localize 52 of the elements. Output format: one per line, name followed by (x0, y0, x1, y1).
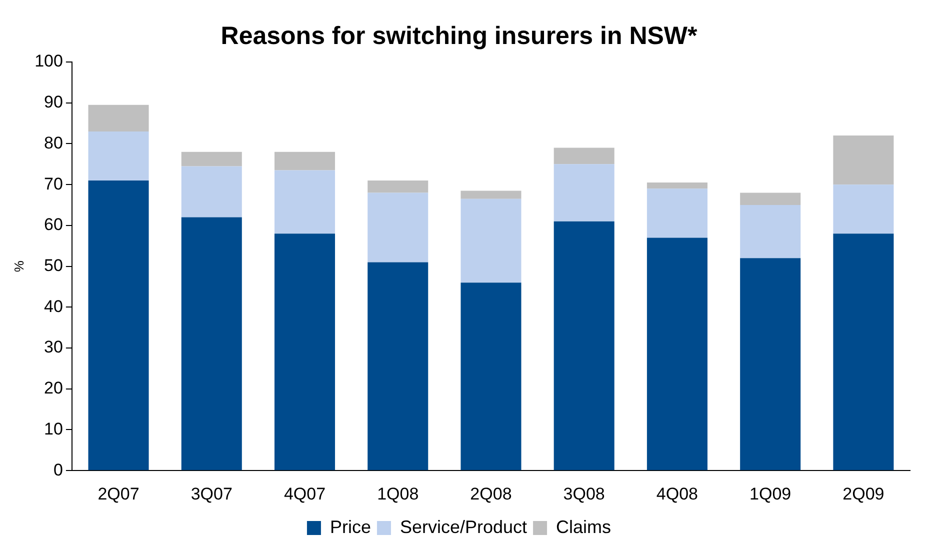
x-tick-label: 4Q07 (284, 484, 326, 504)
bar (88, 104, 149, 132)
chart-title: Reasons for switching insurers in NSW* (220, 22, 698, 50)
y-tick-label: 20 (44, 378, 63, 398)
bar (274, 170, 336, 234)
x-tick-label: 1Q08 (377, 484, 419, 504)
x-tick-label: 3Q08 (563, 484, 605, 504)
bar (274, 152, 336, 170)
bar (460, 190, 522, 199)
bar (181, 217, 242, 470)
bar (740, 192, 801, 206)
bar (88, 131, 149, 180)
bar (646, 188, 708, 238)
bar (740, 205, 801, 258)
x-tick-label: 2Q07 (98, 484, 140, 504)
y-tick-label: 90 (44, 92, 63, 112)
y-tick-label: 40 (44, 296, 63, 316)
bar (554, 221, 614, 470)
legend-label: Service/Product (400, 516, 528, 537)
bar (740, 258, 801, 470)
y-tick-label: 80 (44, 133, 63, 152)
bar (181, 166, 242, 218)
bar (368, 180, 428, 193)
bar (833, 184, 894, 234)
y-tick-label: 10 (44, 419, 63, 438)
x-tick-label: 2Q08 (470, 484, 512, 504)
y-tick-label: 50 (44, 256, 63, 275)
bar (554, 148, 614, 164)
x-tick-label: 1Q09 (750, 484, 792, 504)
bar (833, 136, 894, 185)
bar (274, 234, 336, 470)
bar (88, 180, 149, 470)
y-axis-title: % (11, 260, 26, 272)
y-tick-label: 70 (44, 174, 63, 194)
y-tick-label: 60 (44, 215, 63, 234)
bar (554, 164, 614, 222)
bar (646, 182, 708, 189)
bar (460, 282, 522, 470)
bar (646, 238, 708, 470)
x-tick-label: 2Q09 (842, 484, 884, 504)
bar (833, 234, 894, 470)
legend-label: Claims (556, 516, 612, 537)
y-tick-label: 30 (44, 338, 63, 357)
x-tick-label: 4Q08 (656, 484, 698, 504)
legend-label: Price (330, 516, 371, 537)
y-tick-label: 0 (53, 460, 63, 480)
bar (368, 262, 428, 470)
bar (368, 192, 428, 262)
bar (181, 152, 242, 166)
bar (460, 198, 522, 283)
y-tick-label: 100 (34, 52, 63, 71)
x-tick-label: 3Q07 (190, 484, 232, 504)
